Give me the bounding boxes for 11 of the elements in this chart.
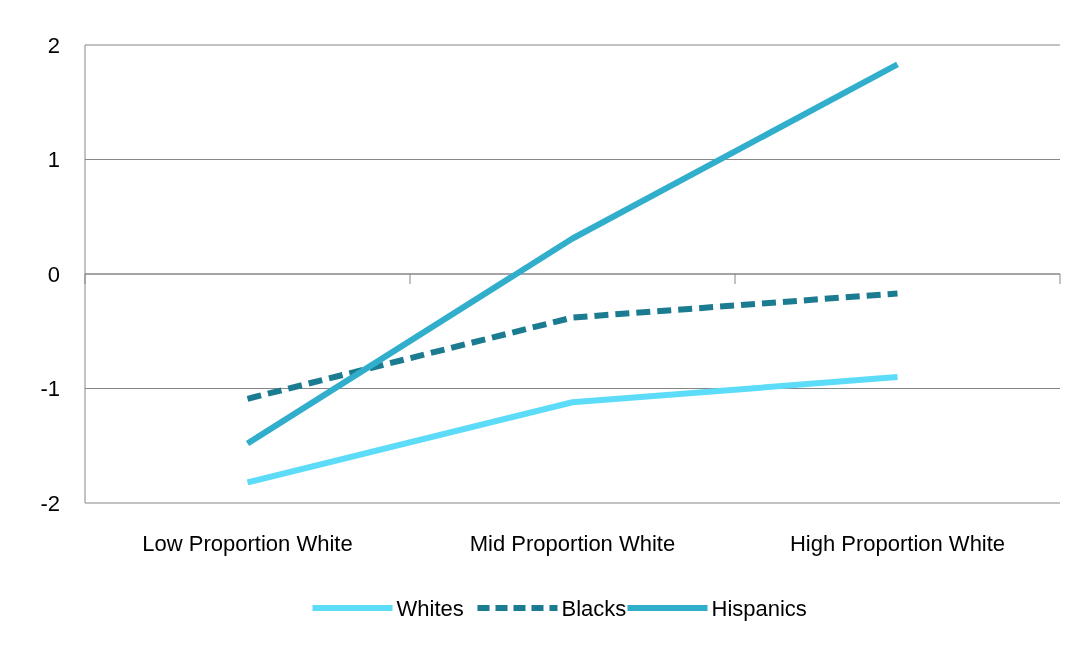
y-tick-label: -2 — [40, 490, 60, 516]
x-tick-label: Mid Proportion White — [469, 531, 676, 556]
y-tick-label: 2 — [47, 32, 60, 58]
x-tick-label: High Proportion White — [789, 531, 1006, 556]
legend-label: Blacks — [561, 595, 627, 621]
y-tick-label: 1 — [47, 147, 60, 173]
y-tick-label: -1 — [40, 376, 60, 402]
legend-label: Whites — [396, 595, 464, 621]
x-tick-label: Low Proportion White — [142, 531, 353, 556]
legend-label: Hispanics — [711, 595, 807, 621]
y-tick-label: 0 — [47, 261, 60, 287]
